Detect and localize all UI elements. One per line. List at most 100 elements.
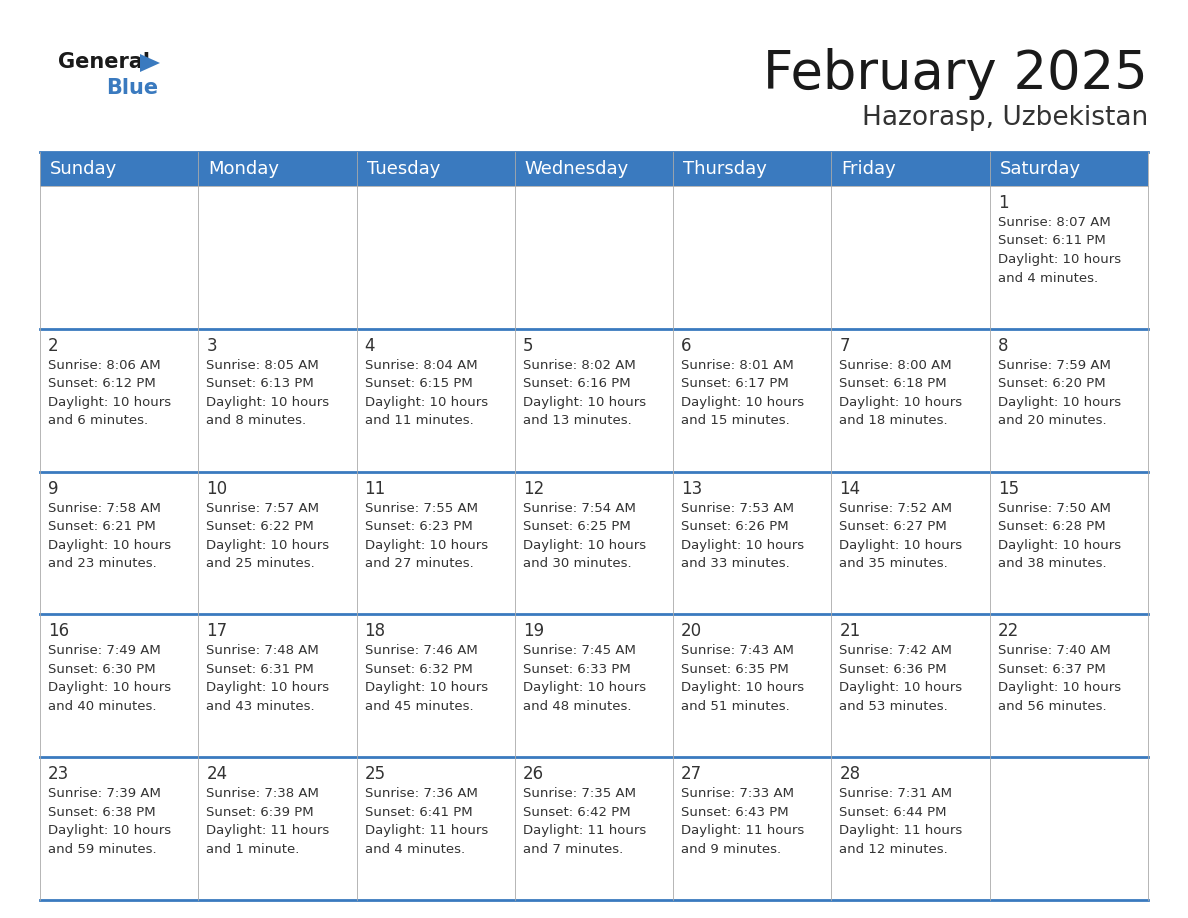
Text: Sunrise: 7:57 AM: Sunrise: 7:57 AM <box>207 501 320 515</box>
Text: Daylight: 10 hours: Daylight: 10 hours <box>681 396 804 409</box>
Text: 24: 24 <box>207 766 227 783</box>
Text: Sunrise: 7:59 AM: Sunrise: 7:59 AM <box>998 359 1111 372</box>
Text: and 48 minutes.: and 48 minutes. <box>523 700 631 713</box>
Bar <box>674 472 832 614</box>
Text: and 7 minutes.: and 7 minutes. <box>523 843 624 856</box>
Text: Sunset: 6:39 PM: Sunset: 6:39 PM <box>207 806 314 819</box>
Text: 8: 8 <box>998 337 1009 354</box>
Text: Sunset: 6:31 PM: Sunset: 6:31 PM <box>207 663 314 676</box>
Text: Sunset: 6:18 PM: Sunset: 6:18 PM <box>840 377 947 390</box>
Bar <box>514 186 674 329</box>
Text: Daylight: 10 hours: Daylight: 10 hours <box>48 396 171 409</box>
Text: Sunset: 6:23 PM: Sunset: 6:23 PM <box>365 521 473 533</box>
Text: Daylight: 10 hours: Daylight: 10 hours <box>523 539 646 552</box>
Bar <box>198 472 356 614</box>
Bar <box>514 757 674 900</box>
Text: and 13 minutes.: and 13 minutes. <box>523 414 632 427</box>
Bar <box>674 329 832 472</box>
Text: and 23 minutes.: and 23 minutes. <box>48 557 157 570</box>
Text: Daylight: 10 hours: Daylight: 10 hours <box>365 681 488 694</box>
Text: and 9 minutes.: and 9 minutes. <box>681 843 782 856</box>
Text: Daylight: 10 hours: Daylight: 10 hours <box>365 396 488 409</box>
Text: Sunrise: 7:40 AM: Sunrise: 7:40 AM <box>998 644 1111 657</box>
Text: Daylight: 10 hours: Daylight: 10 hours <box>48 681 171 694</box>
Bar <box>40 472 198 614</box>
Text: 2: 2 <box>48 337 58 354</box>
Text: Daylight: 10 hours: Daylight: 10 hours <box>998 253 1120 266</box>
Text: Sunrise: 8:07 AM: Sunrise: 8:07 AM <box>998 216 1111 229</box>
Text: and 56 minutes.: and 56 minutes. <box>998 700 1106 713</box>
Text: Sunset: 6:20 PM: Sunset: 6:20 PM <box>998 377 1105 390</box>
Text: Sunrise: 7:54 AM: Sunrise: 7:54 AM <box>523 501 636 515</box>
Text: 17: 17 <box>207 622 227 641</box>
Text: Sunset: 6:36 PM: Sunset: 6:36 PM <box>840 663 947 676</box>
Bar <box>990 152 1148 186</box>
Text: Thursday: Thursday <box>683 160 767 178</box>
Bar <box>990 329 1148 472</box>
Text: Sunset: 6:33 PM: Sunset: 6:33 PM <box>523 663 631 676</box>
Bar <box>832 614 990 757</box>
Text: and 51 minutes.: and 51 minutes. <box>681 700 790 713</box>
Bar <box>40 329 198 472</box>
Text: Sunrise: 7:53 AM: Sunrise: 7:53 AM <box>681 501 794 515</box>
Text: Sunset: 6:35 PM: Sunset: 6:35 PM <box>681 663 789 676</box>
Text: Daylight: 10 hours: Daylight: 10 hours <box>998 539 1120 552</box>
Bar <box>356 757 514 900</box>
Text: 27: 27 <box>681 766 702 783</box>
Text: and 20 minutes.: and 20 minutes. <box>998 414 1106 427</box>
Text: and 33 minutes.: and 33 minutes. <box>681 557 790 570</box>
Text: Sunrise: 7:33 AM: Sunrise: 7:33 AM <box>681 788 794 800</box>
Text: and 4 minutes.: and 4 minutes. <box>365 843 465 856</box>
Text: Daylight: 10 hours: Daylight: 10 hours <box>681 681 804 694</box>
Bar <box>40 152 198 186</box>
Text: Daylight: 11 hours: Daylight: 11 hours <box>207 824 329 837</box>
Text: and 35 minutes.: and 35 minutes. <box>840 557 948 570</box>
Text: 1: 1 <box>998 194 1009 212</box>
Text: 6: 6 <box>681 337 691 354</box>
Text: Sunrise: 7:43 AM: Sunrise: 7:43 AM <box>681 644 794 657</box>
Bar <box>990 186 1148 329</box>
Text: Sunrise: 8:04 AM: Sunrise: 8:04 AM <box>365 359 478 372</box>
Text: Daylight: 10 hours: Daylight: 10 hours <box>840 539 962 552</box>
Text: Sunset: 6:16 PM: Sunset: 6:16 PM <box>523 377 631 390</box>
Bar <box>40 614 198 757</box>
Text: and 40 minutes.: and 40 minutes. <box>48 700 157 713</box>
Text: Sunset: 6:13 PM: Sunset: 6:13 PM <box>207 377 314 390</box>
Text: 12: 12 <box>523 479 544 498</box>
Text: Sunset: 6:22 PM: Sunset: 6:22 PM <box>207 521 314 533</box>
Text: Daylight: 10 hours: Daylight: 10 hours <box>998 396 1120 409</box>
Text: Daylight: 10 hours: Daylight: 10 hours <box>681 539 804 552</box>
Text: Daylight: 10 hours: Daylight: 10 hours <box>207 681 329 694</box>
Text: Sunrise: 7:55 AM: Sunrise: 7:55 AM <box>365 501 478 515</box>
Text: 20: 20 <box>681 622 702 641</box>
Bar <box>514 329 674 472</box>
Text: 4: 4 <box>365 337 375 354</box>
Text: Sunset: 6:32 PM: Sunset: 6:32 PM <box>365 663 473 676</box>
Bar <box>674 152 832 186</box>
Text: Sunset: 6:26 PM: Sunset: 6:26 PM <box>681 521 789 533</box>
Text: and 38 minutes.: and 38 minutes. <box>998 557 1106 570</box>
Text: Sunrise: 7:42 AM: Sunrise: 7:42 AM <box>840 644 953 657</box>
Bar <box>198 152 356 186</box>
Bar <box>198 757 356 900</box>
Text: Tuesday: Tuesday <box>367 160 440 178</box>
Bar <box>356 186 514 329</box>
Text: Sunrise: 7:45 AM: Sunrise: 7:45 AM <box>523 644 636 657</box>
Text: Sunrise: 7:50 AM: Sunrise: 7:50 AM <box>998 501 1111 515</box>
Text: Daylight: 10 hours: Daylight: 10 hours <box>840 396 962 409</box>
Text: Friday: Friday <box>841 160 896 178</box>
Text: Daylight: 10 hours: Daylight: 10 hours <box>48 824 171 837</box>
Text: 21: 21 <box>840 622 860 641</box>
Text: 16: 16 <box>48 622 69 641</box>
Text: 26: 26 <box>523 766 544 783</box>
Text: Sunset: 6:17 PM: Sunset: 6:17 PM <box>681 377 789 390</box>
Text: Daylight: 11 hours: Daylight: 11 hours <box>840 824 962 837</box>
Text: and 12 minutes.: and 12 minutes. <box>840 843 948 856</box>
Text: and 25 minutes.: and 25 minutes. <box>207 557 315 570</box>
Bar <box>356 614 514 757</box>
Text: Daylight: 10 hours: Daylight: 10 hours <box>523 681 646 694</box>
Text: Sunrise: 7:48 AM: Sunrise: 7:48 AM <box>207 644 320 657</box>
Text: Sunset: 6:43 PM: Sunset: 6:43 PM <box>681 806 789 819</box>
Text: Sunset: 6:42 PM: Sunset: 6:42 PM <box>523 806 631 819</box>
Text: Sunset: 6:38 PM: Sunset: 6:38 PM <box>48 806 156 819</box>
